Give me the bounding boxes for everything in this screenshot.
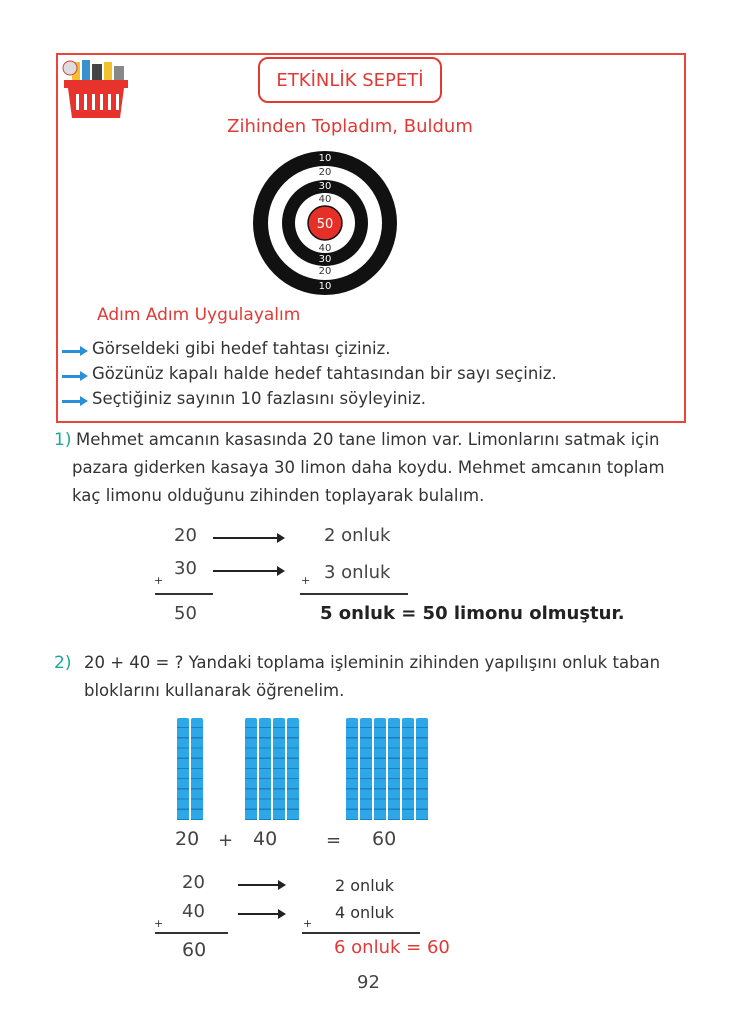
shopping-basket-icon bbox=[62, 60, 128, 118]
tens-rod bbox=[346, 718, 358, 820]
question-text: 20 + 40 = ? Yandaki toplama işleminin zi… bbox=[84, 653, 661, 672]
question-number: 1) bbox=[54, 430, 72, 450]
step-item: Görseldeki gibi hedef tahtası çiziniz. bbox=[92, 339, 391, 358]
ring-label: 20 bbox=[319, 167, 332, 178]
arrow-bullet-icon bbox=[62, 396, 88, 406]
plus-sign: + bbox=[154, 574, 164, 587]
tens-value: 2 onluk bbox=[324, 525, 391, 546]
sum: 50 bbox=[174, 603, 197, 624]
ring-label: 30 bbox=[319, 254, 332, 265]
ring-label: 10 bbox=[319, 153, 332, 164]
sum: 60 bbox=[182, 939, 207, 961]
step-item: Seçtiğiniz sayının 10 fazlasını söyleyin… bbox=[92, 389, 427, 408]
tens-value: 4 onluk bbox=[335, 903, 395, 922]
block-label: 60 bbox=[372, 828, 397, 850]
tens-sum: 5 onluk = 50 limonu olmuştur. bbox=[320, 603, 625, 624]
tens-sum: 6 onluk = 60 bbox=[334, 937, 450, 958]
question-text: pazara giderken kasaya 30 limon daha koy… bbox=[72, 458, 665, 477]
sum-line bbox=[155, 932, 228, 934]
addend: 40 bbox=[182, 901, 205, 922]
equals-sign: = bbox=[326, 830, 342, 851]
arrow-right-icon bbox=[238, 909, 286, 919]
plus-sign: + bbox=[303, 917, 313, 930]
activity-subtitle: Zihinden Topladım, Buldum bbox=[227, 116, 473, 137]
ring-label: 20 bbox=[319, 266, 332, 277]
tens-value: 2 onluk bbox=[335, 876, 395, 895]
tens-rod bbox=[259, 718, 271, 820]
arrow-bullet-icon bbox=[62, 371, 88, 381]
plus-sign: + bbox=[301, 574, 311, 587]
addend: 20 bbox=[182, 872, 205, 893]
tens-rod bbox=[245, 718, 257, 820]
sum-line bbox=[155, 593, 213, 595]
tens-rod bbox=[191, 718, 203, 820]
arrow-right-icon bbox=[213, 566, 285, 576]
tens-rod bbox=[402, 718, 414, 820]
tens-rod bbox=[287, 718, 299, 820]
tens-rod bbox=[273, 718, 285, 820]
arrow-right-icon bbox=[213, 533, 285, 543]
plus-sign: + bbox=[154, 917, 164, 930]
ring-label: 40 bbox=[319, 243, 332, 254]
plus-sign: + bbox=[218, 830, 234, 851]
addend: 20 bbox=[174, 525, 197, 546]
tens-rod bbox=[374, 718, 386, 820]
arrow-bullet-icon bbox=[62, 346, 88, 356]
sum-line bbox=[302, 932, 420, 934]
tens-rod bbox=[388, 718, 400, 820]
sum-line bbox=[300, 593, 408, 595]
question-text: Mehmet amcanın kasasında 20 tane limon v… bbox=[76, 430, 660, 449]
step-item: Gözünüz kapalı halde hedef tahtasından b… bbox=[92, 364, 557, 383]
ring-label: 30 bbox=[319, 181, 332, 192]
activity-box bbox=[56, 53, 686, 423]
block-label: 20 bbox=[175, 828, 200, 850]
tens-rod bbox=[416, 718, 428, 820]
question-text: bloklarını kullanarak öğrenelim. bbox=[84, 681, 345, 700]
tens-rod bbox=[177, 718, 189, 820]
bullseye-label: 50 bbox=[317, 217, 334, 232]
ring-label: 10 bbox=[319, 281, 332, 292]
activity-title: ETKİNLİK SEPETİ bbox=[258, 57, 442, 103]
question-number: 2) bbox=[54, 653, 72, 673]
question-text: kaç limonu olduğunu zihinden toplayarak … bbox=[72, 486, 485, 505]
arrow-right-icon bbox=[238, 880, 286, 890]
block-label: 40 bbox=[253, 828, 278, 850]
ring-label: 40 bbox=[319, 194, 332, 205]
page-number: 92 bbox=[357, 972, 380, 993]
dartboard-target: 10 20 30 40 40 30 20 10 50 bbox=[253, 151, 397, 295]
tens-value: 3 onluk bbox=[324, 562, 391, 583]
tens-rod bbox=[360, 718, 372, 820]
steps-title: Adım Adım Uygulayalım bbox=[97, 305, 301, 325]
addend: 30 bbox=[174, 558, 197, 579]
